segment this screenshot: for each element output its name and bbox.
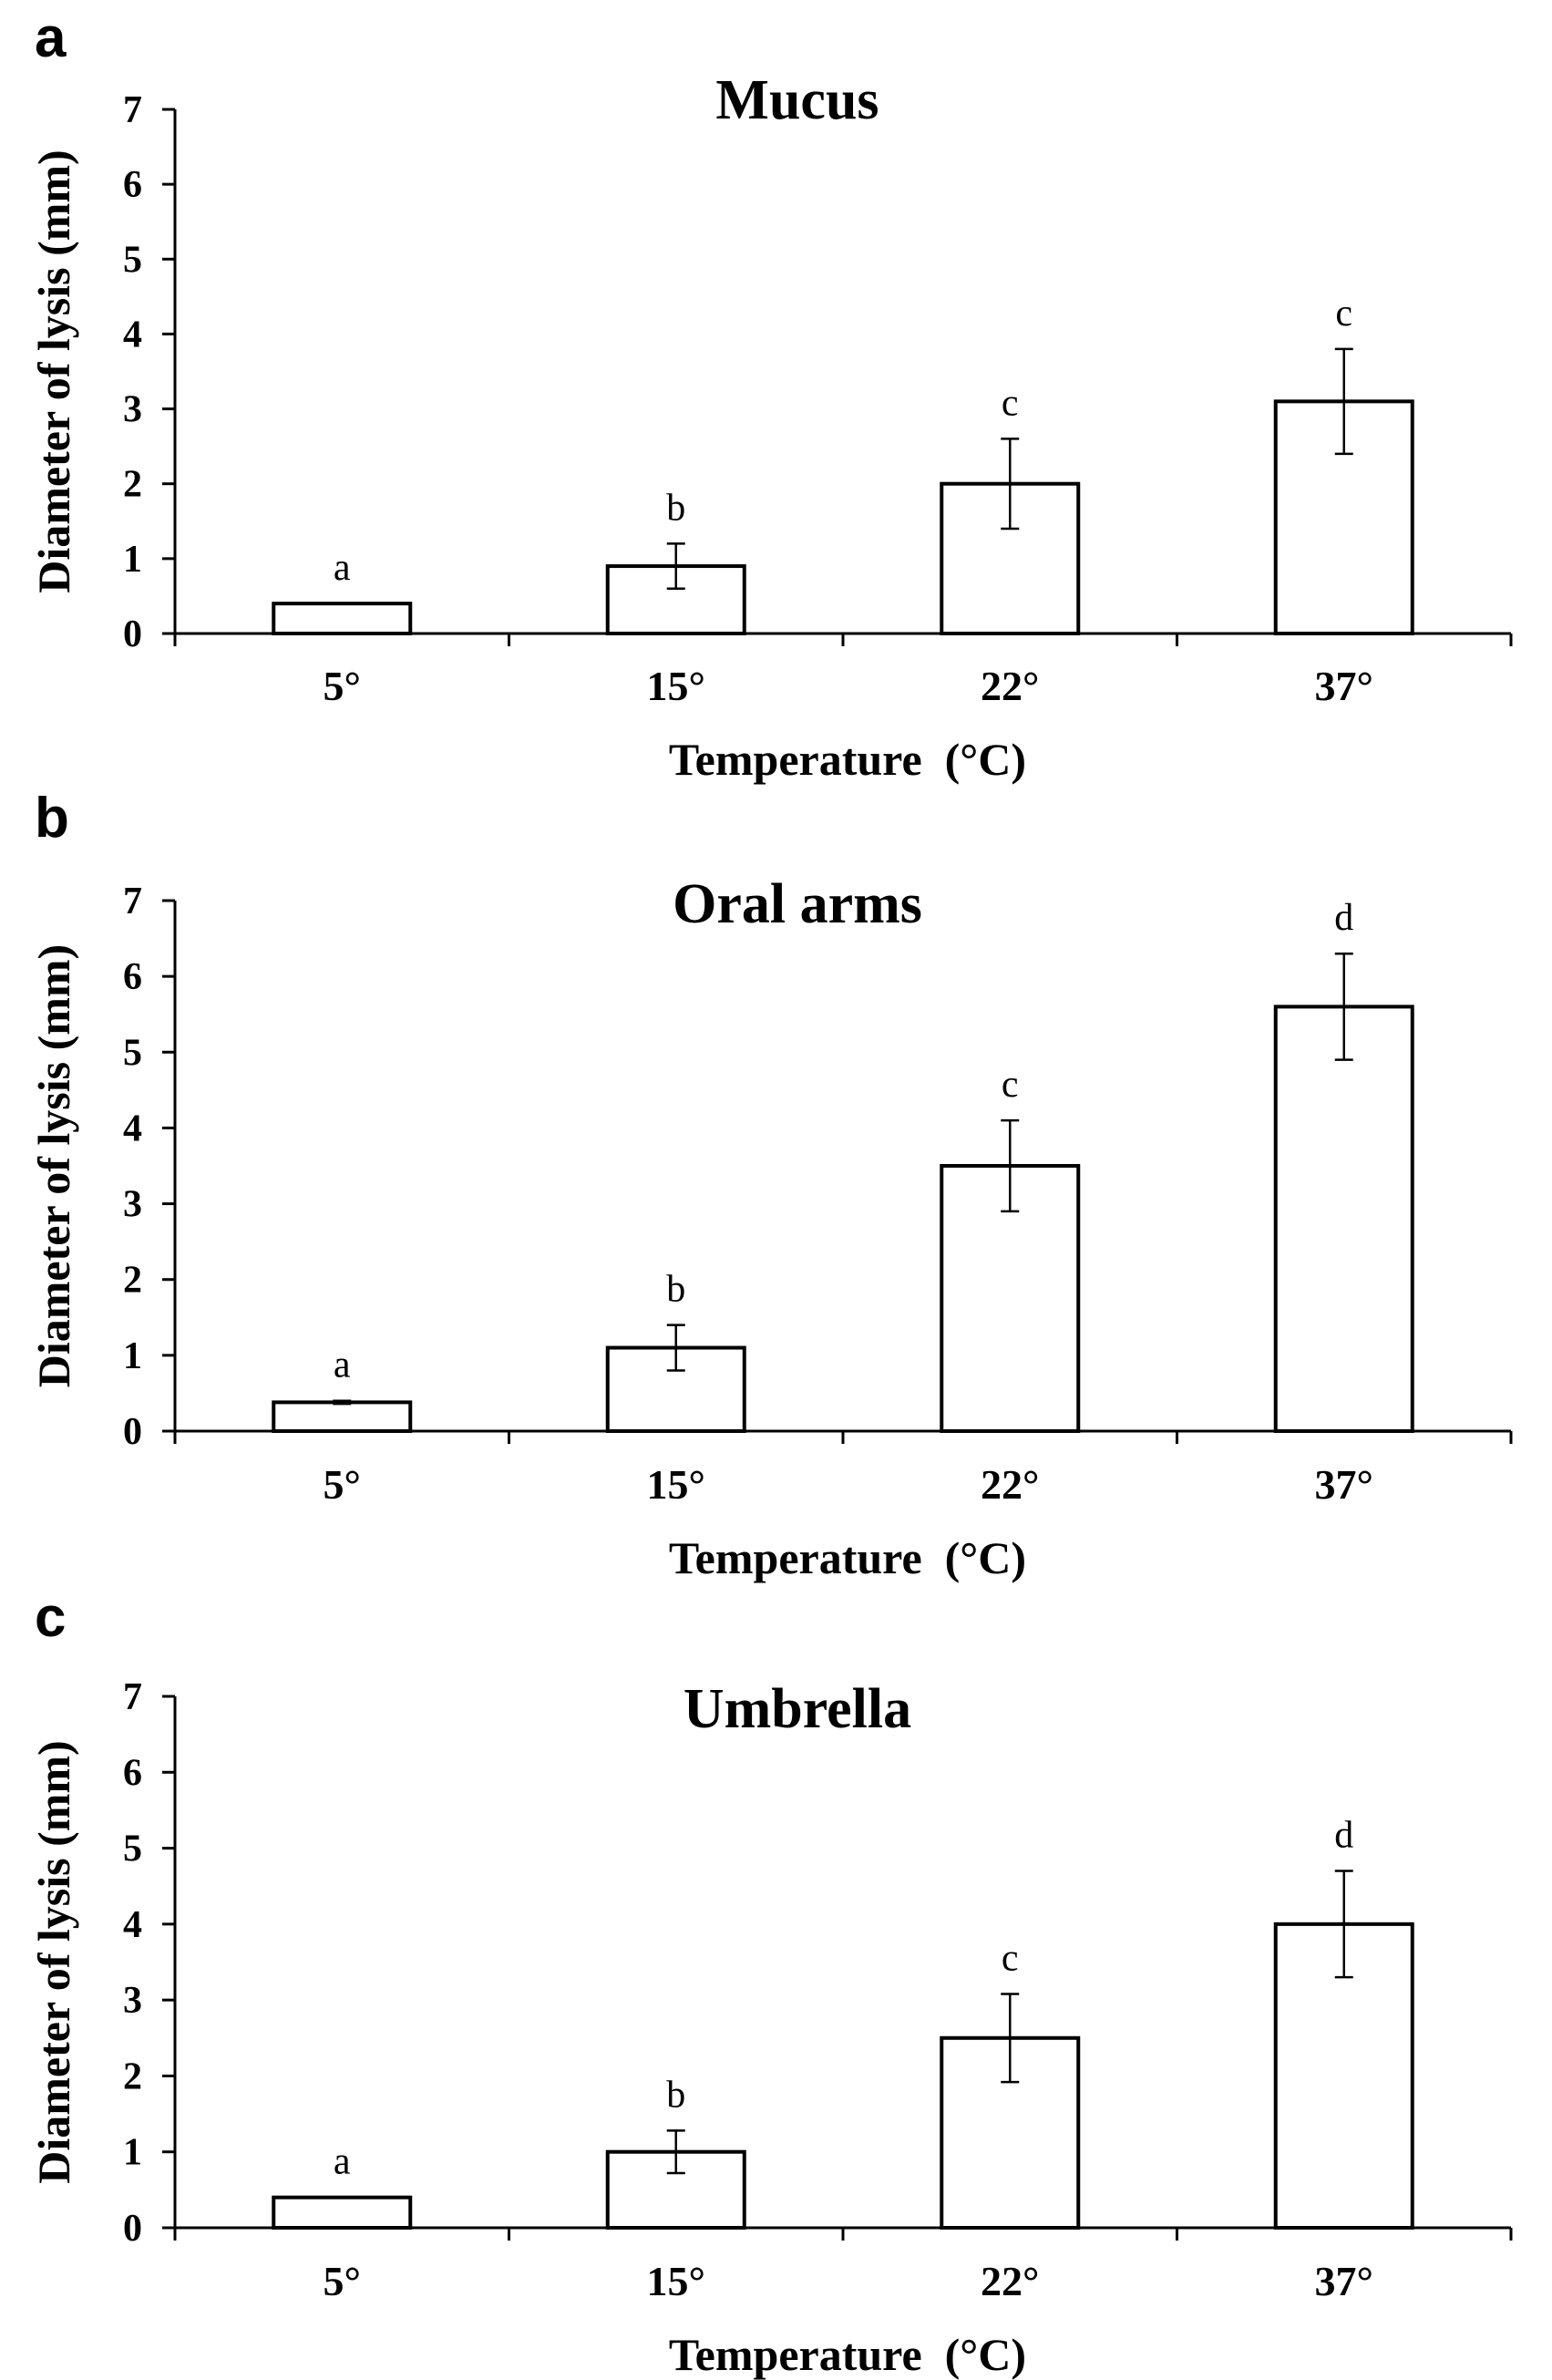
y-tick-label: 1 — [123, 539, 142, 581]
y-tick-label: 1 — [123, 2132, 142, 2174]
x-tick-label: 15° — [647, 1461, 705, 1508]
y-tick-label: 2 — [123, 464, 142, 506]
y-tick-label: 6 — [123, 1752, 142, 1794]
x-tick-label: 5° — [324, 1461, 361, 1508]
chart-title: Mucus — [715, 69, 879, 131]
panel-letter: a — [35, 6, 67, 69]
y-tick-label: 7 — [123, 89, 142, 131]
y-tick-label: 2 — [123, 2055, 142, 2097]
x-tick-label: 15° — [647, 2258, 705, 2304]
significance-letter: b — [666, 487, 685, 529]
y-tick-label: 5 — [123, 1032, 142, 1074]
y-tick-label: 7 — [123, 1676, 142, 1718]
y-axis-label: Diameter of lysis (mm) — [28, 1740, 79, 2183]
x-axis-label: Temperature (°C) — [669, 2329, 1026, 2380]
significance-letter: c — [1335, 293, 1352, 335]
bar — [272, 2195, 413, 2231]
significance-letter: b — [666, 1269, 685, 1311]
chart-panel-b: b Oral arms 0 1 2 3 4 5 6 7 a 5° b 15° c 22° d 37° Tempera… — [28, 787, 1513, 1583]
significance-letter: c — [1002, 382, 1019, 424]
x-tick-label: 37° — [1315, 663, 1373, 709]
y-tick-label: 0 — [123, 1411, 142, 1453]
chart-title: Umbrella — [683, 1678, 911, 1740]
y-tick-label: 4 — [123, 314, 142, 355]
y-tick-label: 3 — [123, 1184, 142, 1226]
y-tick-label: 1 — [123, 1335, 142, 1377]
y-tick-label: 3 — [123, 389, 142, 431]
significance-letter: c — [1002, 1937, 1019, 1979]
significance-letter: a — [334, 547, 351, 589]
y-tick-label: 0 — [123, 613, 142, 655]
bar — [1273, 1005, 1414, 1434]
significance-letter: d — [1334, 897, 1353, 939]
x-axis-label: Temperature (°C) — [669, 1532, 1026, 1583]
x-tick-label: 5° — [324, 663, 361, 709]
significance-letter: d — [1334, 1815, 1353, 1857]
x-axis-label: Temperature (°C) — [669, 734, 1026, 785]
significance-letter: a — [334, 2141, 351, 2183]
y-tick-label: 0 — [123, 2208, 142, 2250]
y-tick-label: 5 — [123, 1829, 142, 1870]
y-tick-label: 6 — [123, 164, 142, 206]
y-tick-label: 4 — [123, 1904, 142, 1946]
y-tick-label: 7 — [123, 881, 142, 922]
significance-letter: c — [1002, 1064, 1019, 1106]
chart-title: Oral arms — [673, 873, 922, 935]
chart-panel-c: c Umbrella 0 1 2 3 4 5 6 7 a 5° b 15° c 22° d 37° Temperat… — [28, 1586, 1513, 2380]
significance-letter: a — [334, 1345, 351, 1386]
y-tick-label: 2 — [123, 1260, 142, 1302]
y-axis-label: Diameter of lysis (mm) — [28, 149, 79, 592]
y-tick-label: 5 — [123, 239, 142, 281]
y-axis-label: Diameter of lysis (mm) — [28, 944, 79, 1387]
x-tick-label: 5° — [324, 2258, 361, 2304]
bar — [272, 602, 413, 636]
y-tick-label: 3 — [123, 1980, 142, 2022]
x-tick-label: 37° — [1315, 2258, 1373, 2304]
x-tick-label: 22° — [981, 663, 1039, 709]
significance-letter: b — [666, 2074, 685, 2116]
panel-letter: c — [35, 1586, 66, 1649]
x-tick-label: 22° — [981, 2258, 1039, 2304]
bar — [272, 1400, 413, 1434]
x-tick-label: 15° — [647, 663, 705, 709]
panel-letter: b — [35, 787, 69, 850]
y-tick-label: 4 — [123, 1108, 142, 1149]
x-tick-label: 37° — [1315, 1461, 1373, 1508]
y-tick-label: 6 — [123, 956, 142, 998]
chart-panel-a: a Mucus 0 1 2 3 4 5 6 7 a 5° b 15° c 22° c 37° Temperature… — [28, 6, 1513, 785]
x-tick-label: 22° — [981, 1461, 1039, 1508]
